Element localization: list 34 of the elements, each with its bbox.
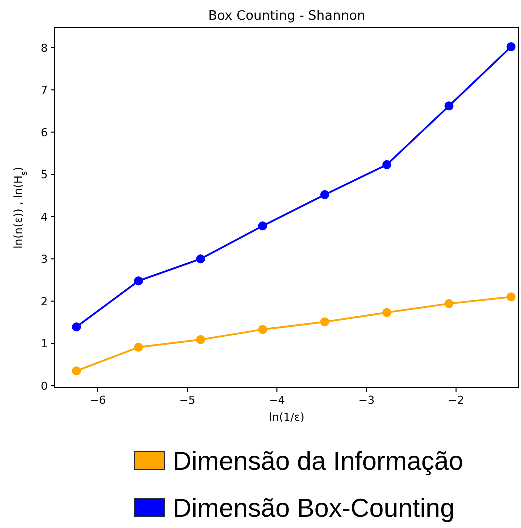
- point: [382, 308, 392, 318]
- point: [258, 222, 268, 231]
- point: [134, 342, 144, 352]
- y-tick-label: 4: [41, 210, 48, 224]
- x-tick-label: −3: [358, 394, 375, 407]
- point: [506, 42, 516, 52]
- point: [134, 276, 144, 286]
- y-tick-label: 0: [41, 380, 48, 393]
- x-tick-label: −2: [448, 394, 464, 407]
- y-tick-label: 7: [41, 84, 48, 98]
- x-tick-label: −5: [179, 394, 196, 407]
- y-tick-label: 8: [41, 42, 48, 55]
- point: [506, 292, 516, 302]
- y-tick-label: 6: [41, 126, 48, 140]
- y-tick-label: 5: [41, 168, 48, 182]
- point: [258, 325, 268, 334]
- point: [196, 254, 206, 264]
- point: [72, 366, 82, 376]
- point: [444, 102, 454, 111]
- y-tick-label: 1: [41, 338, 48, 351]
- x-tick-label: −6: [90, 394, 106, 407]
- legend-label: Dimensão da Informação: [173, 446, 464, 476]
- point: [320, 190, 330, 200]
- point: [320, 318, 330, 327]
- y-tick-label: 2: [41, 295, 48, 308]
- x-tick-label: −4: [269, 394, 286, 407]
- chart-title: Box Counting - Shannon: [208, 9, 366, 24]
- point: [382, 160, 392, 170]
- point: [444, 299, 454, 308]
- point: [72, 322, 82, 332]
- x-axis-title: ln(1/ε): [269, 411, 305, 424]
- point: [196, 335, 206, 344]
- y-tick-label: 3: [41, 253, 48, 266]
- legend-label: Dimensão Box-Counting: [173, 493, 455, 523]
